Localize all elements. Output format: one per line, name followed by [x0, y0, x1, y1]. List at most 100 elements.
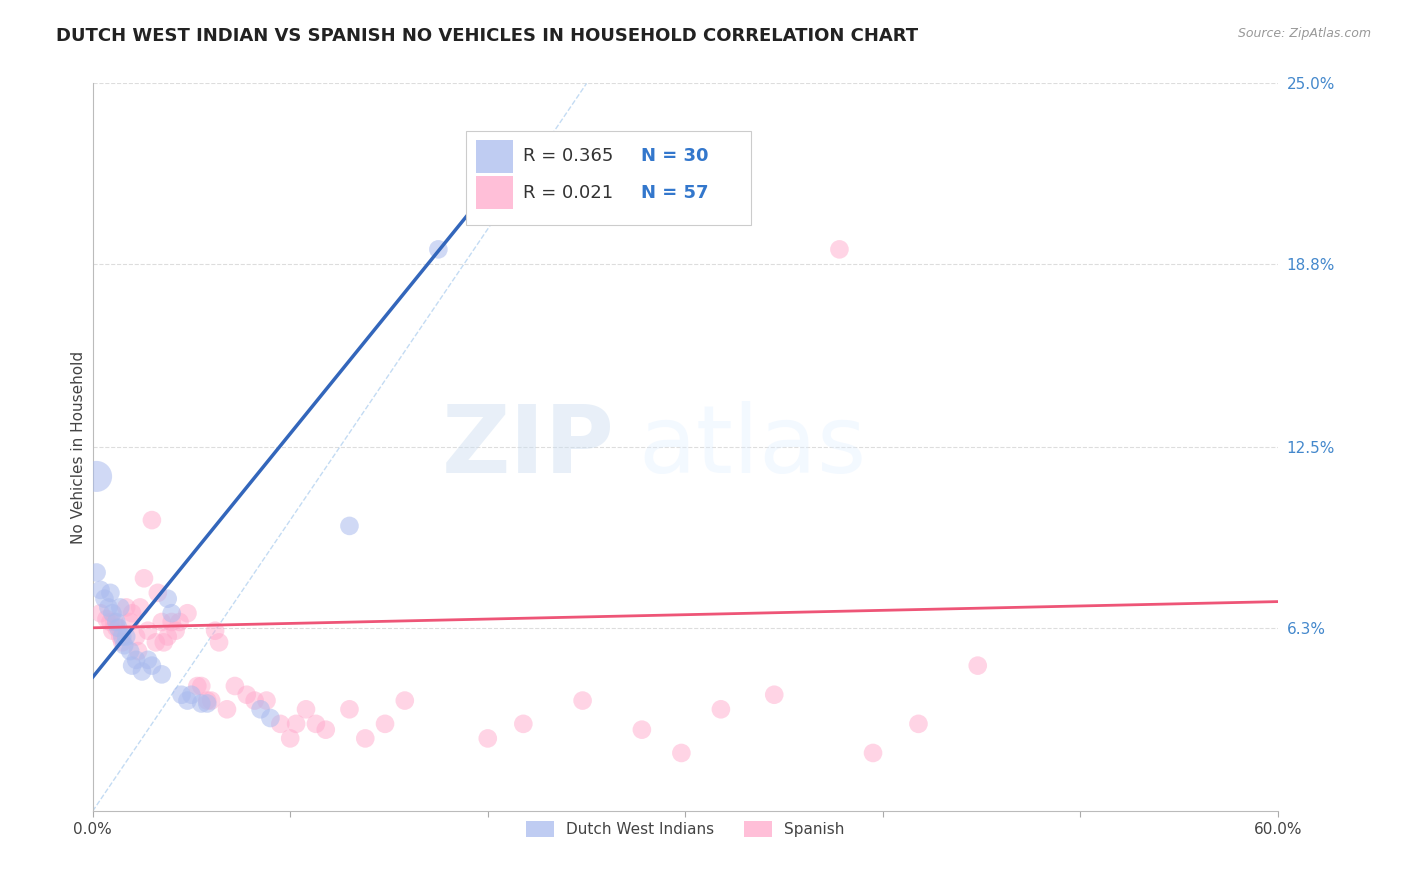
FancyBboxPatch shape	[475, 177, 513, 209]
Point	[195, 693, 218, 707]
Point	[374, 716, 396, 731]
Point	[259, 711, 281, 725]
FancyBboxPatch shape	[475, 140, 513, 172]
Point	[295, 702, 318, 716]
Point	[129, 600, 152, 615]
Point	[427, 243, 450, 257]
Point	[176, 606, 198, 620]
Point	[907, 716, 929, 731]
Point	[169, 615, 191, 629]
Point	[90, 582, 112, 597]
Point	[125, 630, 148, 644]
Point	[125, 653, 148, 667]
Point	[145, 635, 167, 649]
Point	[671, 746, 693, 760]
Point	[93, 591, 115, 606]
Text: R = 0.021: R = 0.021	[523, 184, 613, 202]
Point	[86, 469, 108, 483]
Point	[156, 591, 179, 606]
Point	[141, 513, 163, 527]
Point	[136, 653, 159, 667]
Point	[132, 571, 155, 585]
Point	[354, 731, 377, 746]
Point	[165, 624, 187, 638]
Point	[208, 635, 231, 649]
Text: N = 30: N = 30	[641, 147, 709, 165]
Point	[150, 615, 173, 629]
Point	[176, 693, 198, 707]
Point	[215, 702, 238, 716]
Point	[131, 665, 153, 679]
Point	[121, 606, 143, 620]
Point	[121, 658, 143, 673]
Point	[120, 615, 142, 629]
Point	[278, 731, 301, 746]
Point	[269, 716, 291, 731]
Point	[105, 615, 128, 629]
Point	[763, 688, 786, 702]
Point	[101, 624, 124, 638]
Point	[146, 586, 169, 600]
Text: R = 0.365: R = 0.365	[523, 147, 613, 165]
Text: DUTCH WEST INDIAN VS SPANISH NO VEHICLES IN HOUSEHOLD CORRELATION CHART: DUTCH WEST INDIAN VS SPANISH NO VEHICLES…	[56, 27, 918, 45]
Point	[111, 630, 134, 644]
Point	[190, 679, 212, 693]
Point	[156, 630, 179, 644]
Point	[112, 638, 135, 652]
Point	[115, 600, 138, 615]
Point	[107, 621, 129, 635]
Point	[224, 679, 246, 693]
Text: N = 57: N = 57	[641, 184, 709, 202]
Point	[571, 693, 593, 707]
Point	[136, 624, 159, 638]
Point	[243, 693, 266, 707]
Point	[512, 716, 534, 731]
Point	[160, 615, 183, 629]
Point	[305, 716, 328, 731]
Point	[828, 243, 851, 257]
Text: Source: ZipAtlas.com: Source: ZipAtlas.com	[1237, 27, 1371, 40]
Legend: Dutch West Indians, Spanish: Dutch West Indians, Spanish	[520, 815, 851, 844]
Point	[120, 644, 142, 658]
Point	[97, 600, 120, 615]
Point	[710, 702, 733, 716]
Point	[110, 600, 132, 615]
Point	[160, 606, 183, 620]
Point	[394, 693, 416, 707]
Point	[631, 723, 654, 737]
Text: atlas: atlas	[638, 401, 866, 493]
Point	[150, 667, 173, 681]
Point	[180, 688, 202, 702]
Point	[862, 746, 884, 760]
Point	[249, 702, 271, 716]
Point	[127, 644, 149, 658]
Point	[339, 519, 361, 533]
Point	[204, 624, 226, 638]
Point	[339, 702, 361, 716]
Point	[110, 630, 132, 644]
Point	[141, 658, 163, 673]
Point	[170, 688, 193, 702]
Point	[105, 621, 128, 635]
Point	[477, 731, 499, 746]
Point	[100, 615, 122, 629]
Point	[86, 566, 108, 580]
Point	[285, 716, 308, 731]
Point	[115, 630, 138, 644]
Point	[103, 615, 125, 629]
Text: ZIP: ZIP	[441, 401, 614, 493]
Point	[101, 606, 124, 620]
Point	[152, 635, 174, 649]
Point	[96, 612, 118, 626]
Y-axis label: No Vehicles in Household: No Vehicles in Household	[72, 351, 86, 544]
FancyBboxPatch shape	[465, 131, 751, 226]
Point	[100, 586, 122, 600]
Point	[256, 693, 278, 707]
Point	[200, 693, 222, 707]
Point	[966, 658, 988, 673]
Point	[195, 697, 218, 711]
Point	[186, 679, 208, 693]
Point	[235, 688, 257, 702]
Point	[90, 606, 112, 620]
Point	[111, 635, 134, 649]
